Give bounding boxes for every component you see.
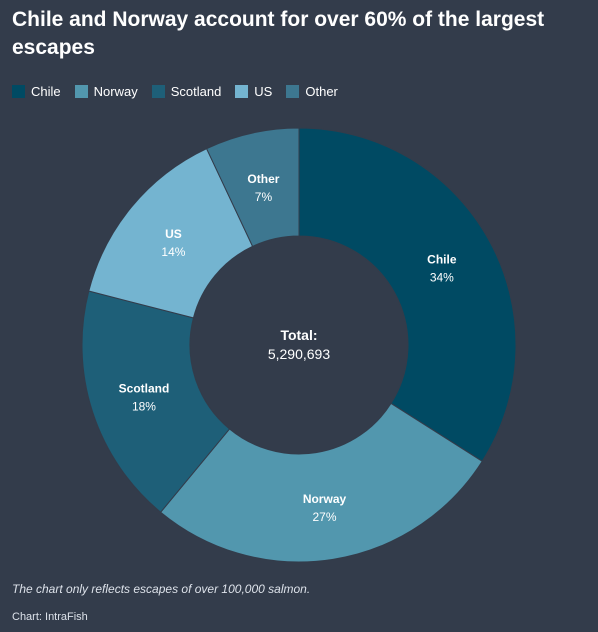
legend-swatch-scotland — [151, 85, 165, 98]
slice-label-name-scotland: Scotland — [119, 381, 170, 395]
legend-item-us[interactable]: US — [235, 84, 272, 99]
legend-swatch-other — [286, 85, 300, 98]
footnote: The chart only reflects escapes of over … — [12, 582, 311, 596]
center-total-label: Total: — [280, 327, 317, 343]
slice-label-name-norway: Norway — [303, 492, 347, 506]
slice-label-value-us: 14% — [161, 245, 185, 259]
legend-label-norway: Norway — [93, 84, 138, 99]
legend-item-chile[interactable]: Chile — [12, 84, 61, 99]
legend-label-scotland: Scotland — [170, 84, 222, 99]
chart-credit: Chart: IntraFish — [12, 611, 88, 623]
slice-label-name-chile: Chile — [427, 252, 457, 266]
legend-item-norway[interactable]: Norway — [74, 84, 138, 99]
legend-swatch-chile — [12, 85, 25, 98]
slice-label-value-norway: 27% — [312, 510, 336, 524]
chart-area: Chile 34% Norway 27% Scotland 18% US 14% Other 7%… — [0, 110, 598, 570]
donut-slice-chile[interactable] — [298, 127, 517, 462]
slice-label-value-scotland: 18% — [132, 399, 156, 413]
slice-label-name-other: Other — [247, 172, 279, 186]
legend-item-scotland[interactable]: Scotland — [151, 84, 222, 99]
center-total-value: 5,290,693 — [268, 346, 330, 362]
chart-title: Chile and Norway account for over 60% of… — [12, 8, 545, 59]
donut-slices — [81, 127, 517, 563]
legend: Chile Norway Scotland US Other — [12, 84, 352, 99]
slice-label-name-us: US — [165, 227, 182, 241]
slice-label-value-other: 7% — [255, 190, 273, 204]
legend-swatch-us — [235, 85, 249, 98]
slice-label-value-chile: 34% — [430, 270, 454, 284]
donut-slice-norway[interactable] — [159, 402, 483, 563]
legend-label-other: Other — [305, 84, 338, 99]
donut-chart: Chile 34% Norway 27% Scotland 18% US 14% Other 7%… — [81, 127, 517, 563]
donut-slice-labels: Chile 34% Norway 27% Scotland 18% US 14% Other 7% — [119, 172, 457, 524]
legend-label-us: US — [254, 84, 273, 99]
donut-slice-scotland[interactable] — [81, 290, 231, 513]
donut-slice-other[interactable] — [205, 127, 300, 248]
legend-swatch-norway — [74, 85, 88, 98]
legend-label-chile: Chile — [31, 84, 61, 99]
legend-item-other[interactable]: Other — [286, 84, 338, 99]
